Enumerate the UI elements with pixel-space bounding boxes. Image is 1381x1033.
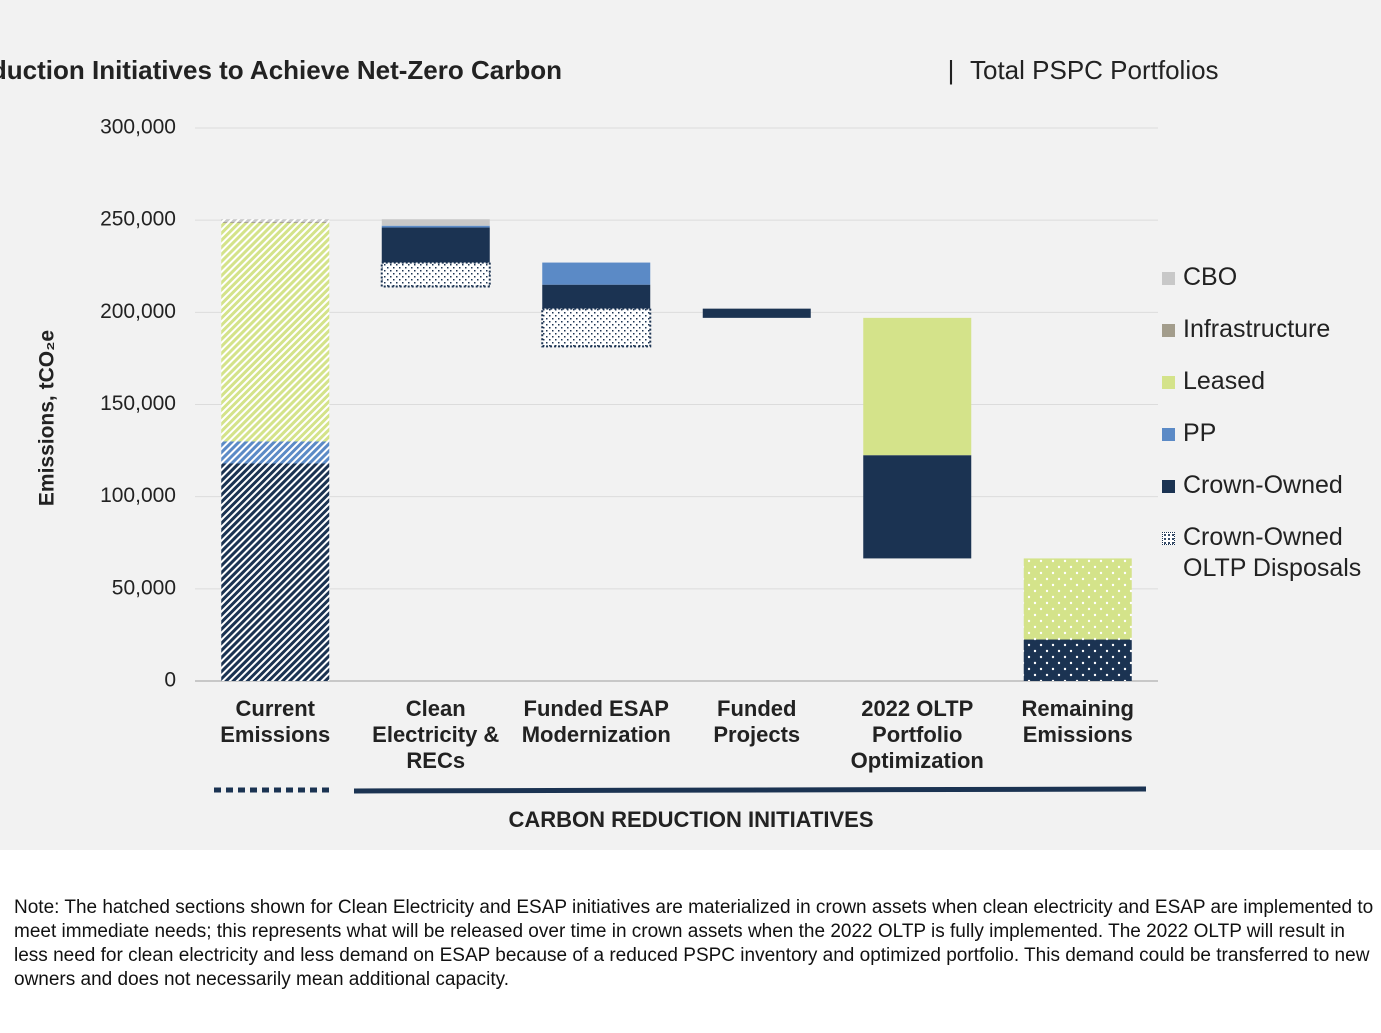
legend-swatch — [1162, 272, 1175, 285]
y-tick-label: 200,000 — [100, 300, 176, 323]
bar-segment — [221, 441, 330, 464]
y-tick-label: 150,000 — [100, 392, 176, 415]
x-tick-label: 2022 OLTP Portfolio Optimization — [850, 696, 984, 773]
legend-label: CBO — [1183, 263, 1238, 291]
bar-segment — [221, 463, 330, 681]
legend-label: Crown-Owned — [1183, 471, 1343, 499]
bar-segment — [542, 262, 651, 285]
bar-segment — [863, 455, 972, 559]
legend-item: Infrastructure — [1162, 314, 1381, 345]
legend-label: PP — [1183, 419, 1217, 447]
bar-segment — [221, 222, 330, 442]
x-tick-label: Current Emissions — [220, 696, 331, 747]
legend-item: CBO — [1162, 262, 1381, 293]
x-tick-label: Funded Projects — [713, 696, 801, 747]
chart-title: Carbon Reduction Initiatives to Achieve … — [0, 55, 562, 85]
y-axis-label: Emissions, tCO₂e — [36, 330, 59, 506]
x-tick-label: Remaining Emissions — [1021, 696, 1134, 747]
bar-segment — [221, 222, 330, 223]
legend-item: PP — [1162, 418, 1381, 449]
legend-swatch — [1162, 480, 1175, 493]
chart-subtitle: Total PSPC Portfolios — [970, 55, 1219, 85]
bar-segment — [380, 261, 491, 288]
legend-swatch — [1162, 376, 1175, 389]
bar-segment — [542, 284, 651, 309]
bar-segment — [1023, 639, 1132, 681]
legend-swatch — [1162, 428, 1175, 441]
bar-segment — [381, 219, 490, 226]
title-separator: | — [948, 55, 955, 85]
bar-segment — [863, 317, 972, 456]
legend-label: Leased — [1183, 367, 1266, 395]
x-tick-label: Funded ESAP Modernization — [521, 696, 671, 747]
legend-swatch — [1162, 532, 1175, 545]
y-tick-label: 250,000 — [100, 208, 176, 231]
bar-segment — [702, 308, 811, 318]
bar-segment — [541, 307, 652, 348]
x-tick-label: Clean Electricity & RECs — [372, 696, 500, 773]
note: Note: The hatched sections shown for Cle… — [14, 897, 1374, 990]
group-label: CARBON REDUCTION INITIATIVES — [508, 807, 873, 832]
y-tick-label: 300,000 — [100, 116, 176, 139]
bar-segment — [381, 225, 490, 228]
legend-label: Crown-Owned OLTP Disposals — [1183, 523, 1362, 582]
y-tick-label: 50,000 — [112, 576, 176, 599]
y-tick-label: 0 — [164, 669, 176, 692]
legend: CBO Infrastructure Leased PP Crown-Owned Crow… — [1162, 262, 1381, 605]
bar-segment — [381, 227, 490, 263]
chart: Carbon Reduction Initiatives to Achieve … — [0, 55, 1219, 832]
group-line — [353, 786, 1147, 794]
legend-item: Crown-Owned — [1162, 470, 1381, 501]
legend-label: Infrastructure — [1183, 315, 1331, 343]
legend-item: Leased — [1162, 366, 1381, 397]
y-tick-label: 100,000 — [100, 484, 176, 507]
bar-segment — [221, 219, 330, 223]
bar-segment — [1023, 558, 1132, 640]
legend-item: Crown-Owned OLTP Disposals — [1162, 522, 1381, 584]
legend-swatch — [1162, 324, 1175, 337]
